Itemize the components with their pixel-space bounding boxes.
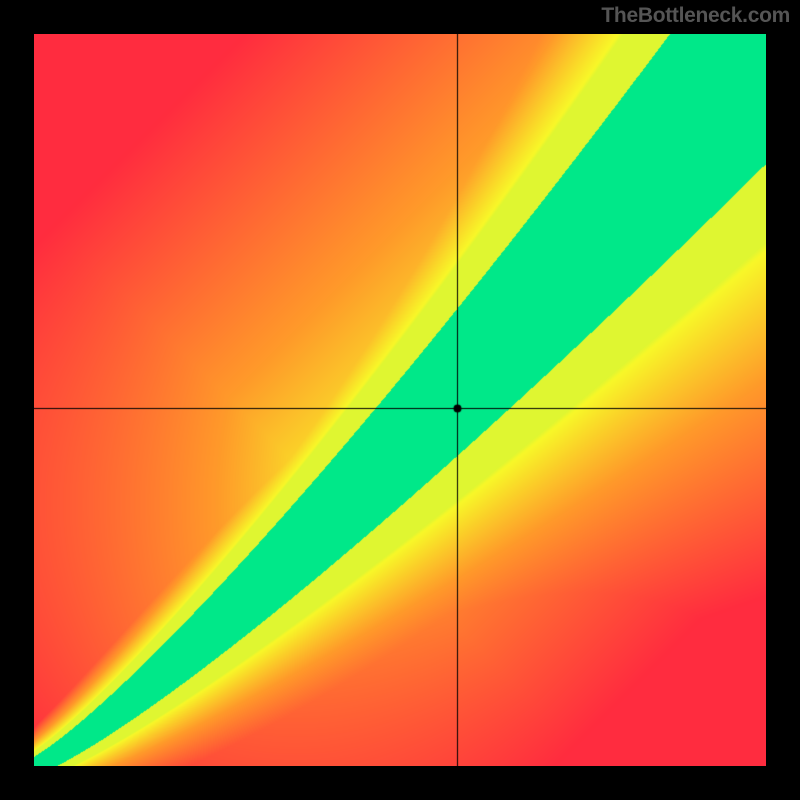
watermark-text: TheBottleneck.com: [601, 4, 790, 28]
chart-container: TheBottleneck.com: [0, 0, 800, 800]
bottleneck-heatmap: [34, 34, 766, 766]
